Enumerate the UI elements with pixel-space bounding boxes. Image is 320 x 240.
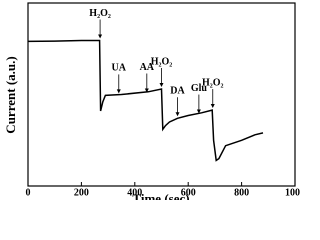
annotation-label: UA [112,63,127,74]
arrow-head [98,34,103,39]
x-tick-label: 0 [26,187,31,198]
plot-frame [27,2,296,187]
x-axis-label: Time (sec) [132,191,189,200]
current-trace [27,39,264,162]
x-tick-label: 600 [181,187,196,198]
annotation-label: H₂O₂ [151,56,173,67]
arrow-head [175,112,180,117]
annotation-label: H₂O₂ [202,77,224,88]
arrow-head [159,83,164,88]
x-tick-label: 1000 [285,187,300,198]
arrow-head [210,104,215,109]
annotation-label: Glu [191,83,208,94]
chart: Current (a.u.) Time (sec) 0 200 400 600 800 1… [3,2,300,200]
annotation-label: AA [140,62,155,73]
x-tick-label: 800 [234,187,249,198]
y-axis-label: Current (a.u.) [3,56,18,133]
annotation-label: DA [170,86,185,97]
arrow-head [196,109,201,114]
x-tick-label: 200 [74,187,89,198]
annotation-label: H₂O₂ [89,8,111,19]
arrow-head [116,89,121,94]
arrow-head [144,88,149,93]
x-tick-label: 400 [127,187,142,198]
